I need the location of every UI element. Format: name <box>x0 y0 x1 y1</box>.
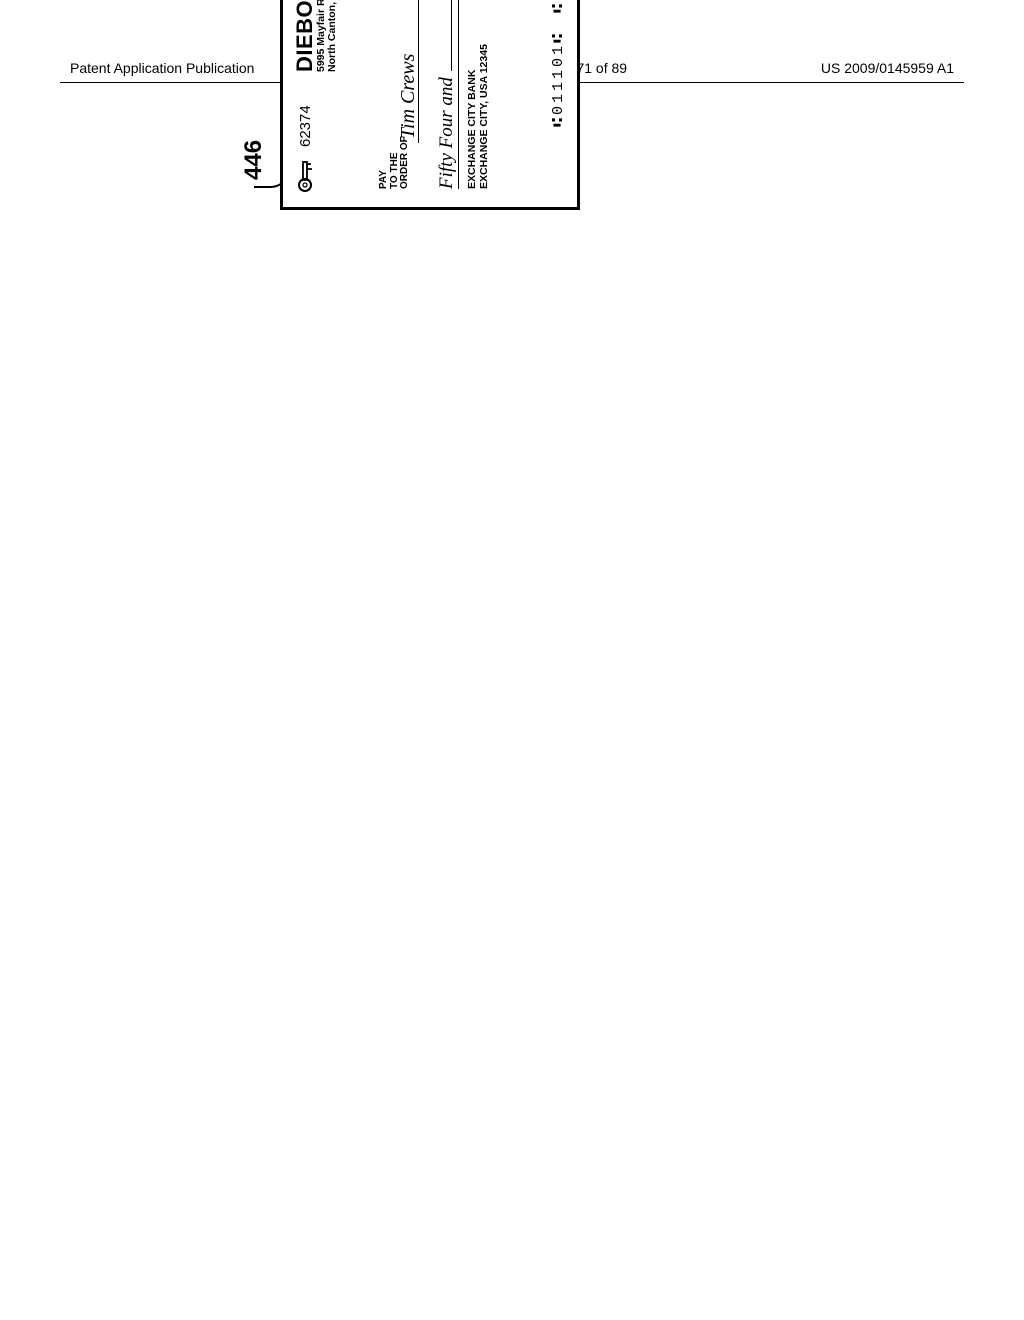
payee-line: Tim Crews <box>397 0 419 143</box>
company-name: DIEBOLD <box>293 0 316 72</box>
key-icon <box>295 157 320 193</box>
bank-name: EXCHANGE CITY BANK <box>467 44 479 189</box>
bank-city: EXCHANGE CITY, USA 12345 <box>479 44 491 189</box>
check-document: 62374 DIEBOLD 5995 Mayfair Rd. North Can… <box>280 0 580 210</box>
pay-label-1: PAY <box>379 136 390 189</box>
micr-line: ⑆011101⑆ ⑆876543212⑈87621321⑆ <box>550 0 567 127</box>
bank-block: EXCHANGE CITY BANK EXCHANGE CITY, USA 12… <box>467 44 490 189</box>
pay-to-label: PAY TO THE ORDER OF <box>379 136 411 189</box>
amount-words-prefix: Fifty Four and <box>436 77 458 189</box>
header-right: US 2009/0145959 A1 <box>821 60 954 76</box>
header-left: Patent Application Publication <box>70 60 254 76</box>
company-block: DIEBOLD 5995 Mayfair Rd. North Canton, O… <box>293 0 338 72</box>
company-address-2: North Canton, Ohio 44720 <box>327 0 338 72</box>
employee-number: 62374 <box>297 105 314 147</box>
payee-name: Tim Crews <box>397 54 419 143</box>
figure-container: 446 62374 DIEBOLD 5995 Mayfair Rd. North… <box>280 0 580 210</box>
pay-label-3: ORDER OF <box>400 136 411 189</box>
amount-words-line: Fifty Four and 37/100 DOLLARS <box>437 0 459 189</box>
